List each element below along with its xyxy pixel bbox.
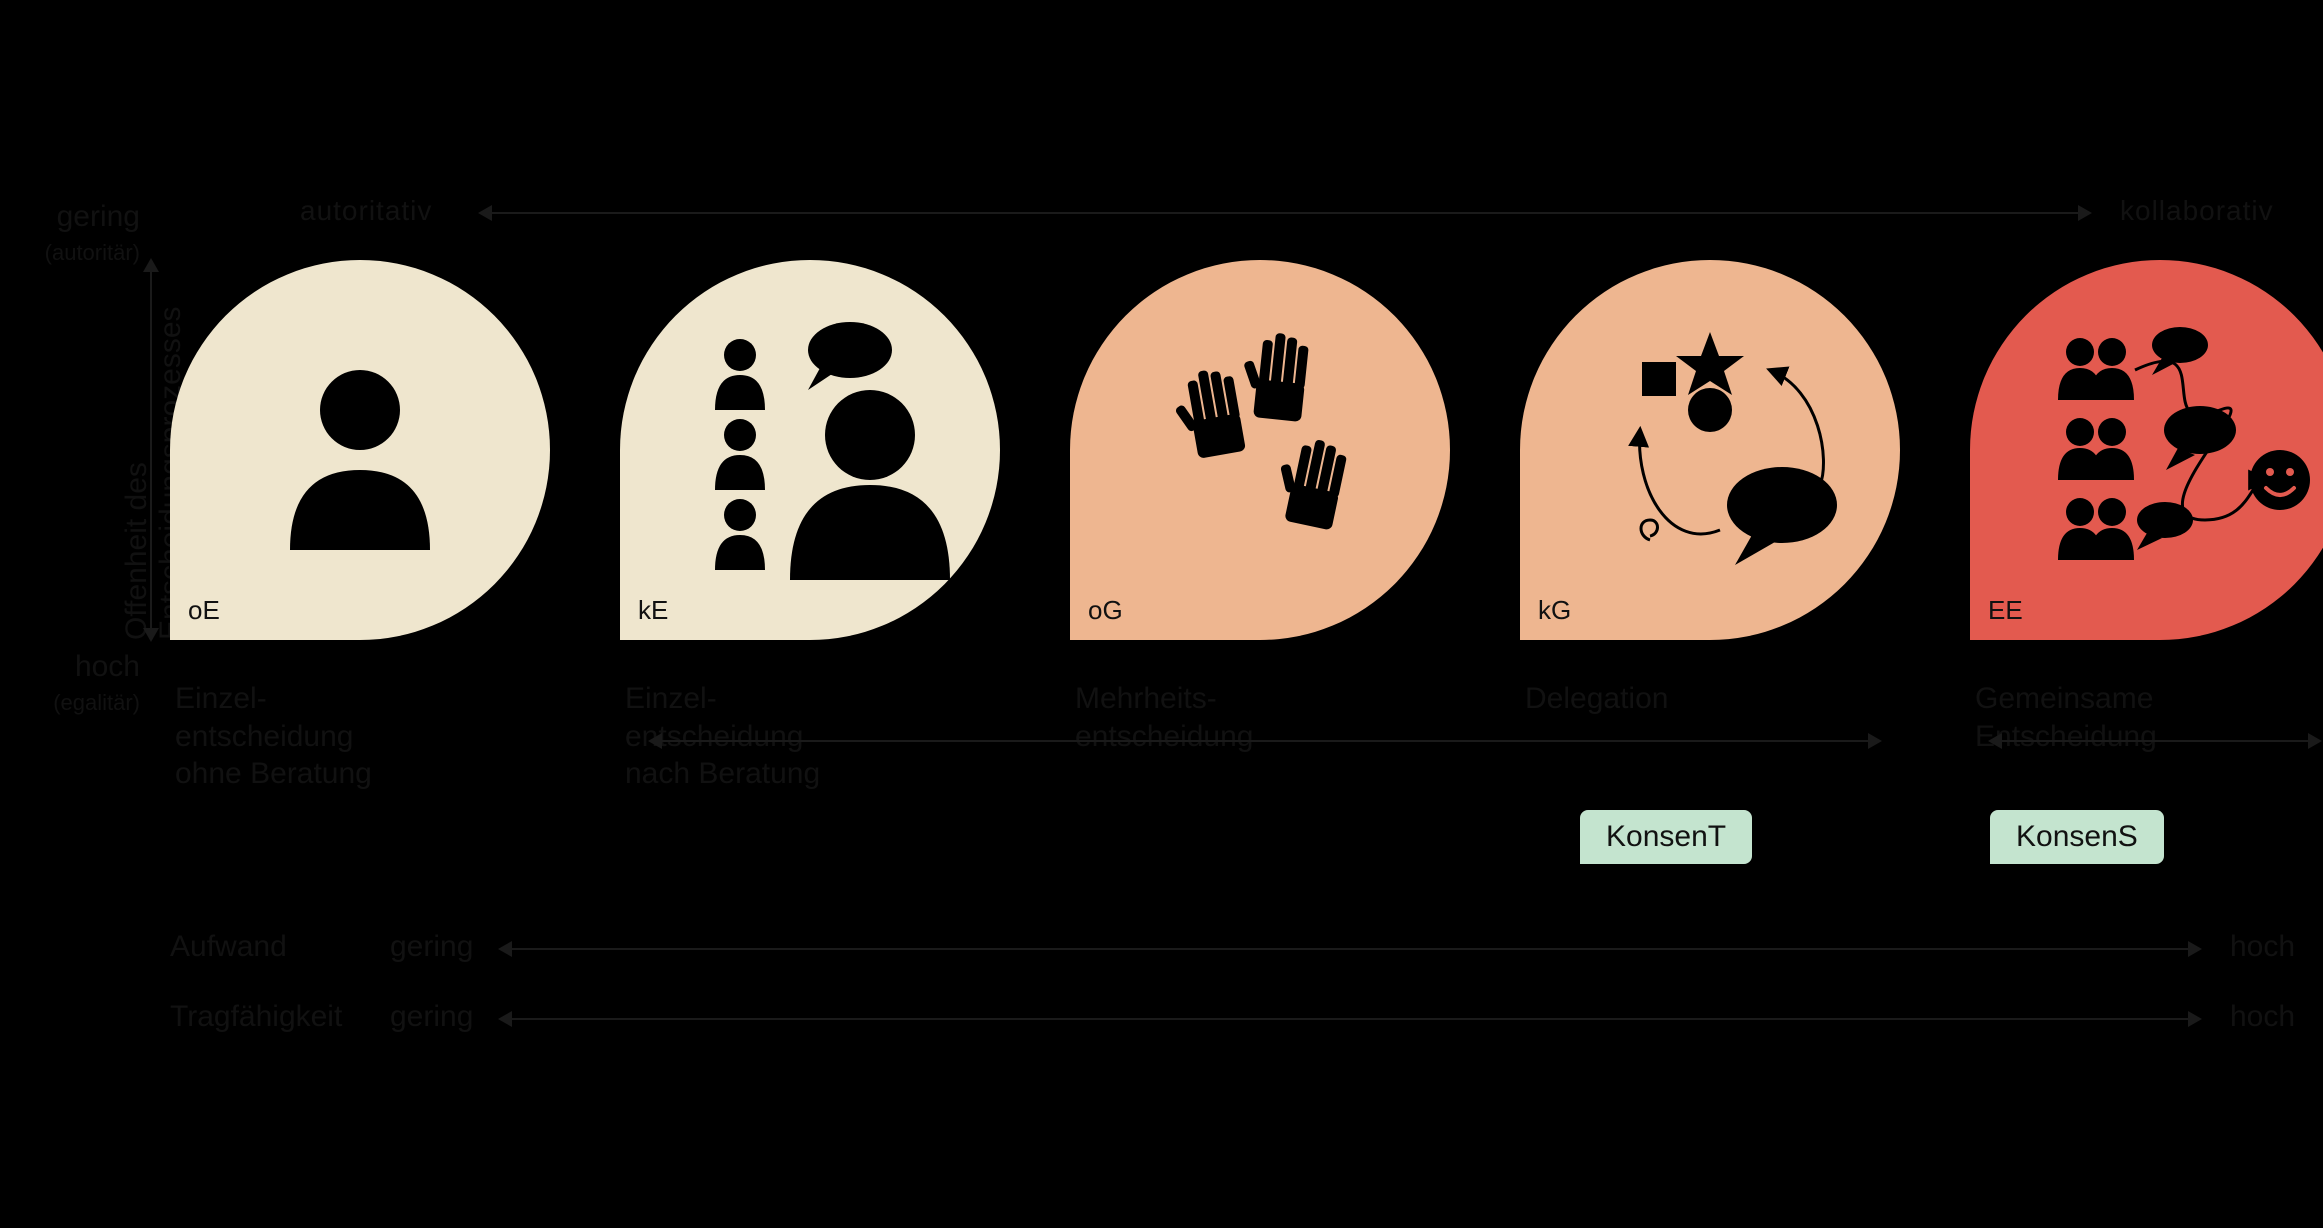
vertical-range-arrow xyxy=(150,260,152,640)
title-oG: Mehrheits- entscheidung xyxy=(1075,680,1253,755)
tag-konsent: KonsenT xyxy=(1580,810,1752,864)
group-speech-icon xyxy=(620,260,1000,640)
top-range-arrow xyxy=(480,212,2090,214)
title-oE: Einzel- entscheidung ohne Beratung xyxy=(175,680,372,793)
footer-gering-1: gering xyxy=(390,930,473,964)
consensus-icon xyxy=(1970,260,2323,640)
drop-oE: oE xyxy=(170,260,550,640)
range-arrow-1 xyxy=(650,740,1880,742)
drop-kG: kG xyxy=(1520,260,1900,640)
drop-EE: EE xyxy=(1970,260,2323,640)
footer-gering-2: gering xyxy=(390,1000,473,1034)
axis-top-label: gering (autoritär) xyxy=(30,200,140,266)
footer-arrow-1 xyxy=(500,948,2200,950)
drop-kE: kE xyxy=(620,260,1000,640)
diagram-canvas: Offenheit des Entscheidungsprozesses ger… xyxy=(0,0,2323,1228)
person-icon xyxy=(170,260,550,640)
hands-icon xyxy=(1070,260,1450,640)
title-EE: Gemeinsame Entscheidung xyxy=(1975,680,2157,755)
delegation-cycle-icon xyxy=(1520,260,1900,640)
footer-aufwand: Aufwand xyxy=(170,930,287,964)
header-authoritative: autoritativ xyxy=(300,195,432,227)
footer-hoch-1: hoch xyxy=(2230,930,2295,964)
axis-bottom-label: hoch (egalitär) xyxy=(30,650,140,716)
title-kG: Delegation xyxy=(1525,680,1668,718)
footer-tragfaehigkeit: Tragfähigkeit xyxy=(170,1000,342,1034)
tag-konsens: KonsenS xyxy=(1990,810,2164,864)
footer-arrow-2 xyxy=(500,1018,2200,1020)
footer-hoch-2: hoch xyxy=(2230,1000,2295,1034)
range-arrow-2 xyxy=(1990,740,2320,742)
drop-oG: oG xyxy=(1070,260,1450,640)
header-collaborative: kollaborativ xyxy=(2120,195,2274,227)
